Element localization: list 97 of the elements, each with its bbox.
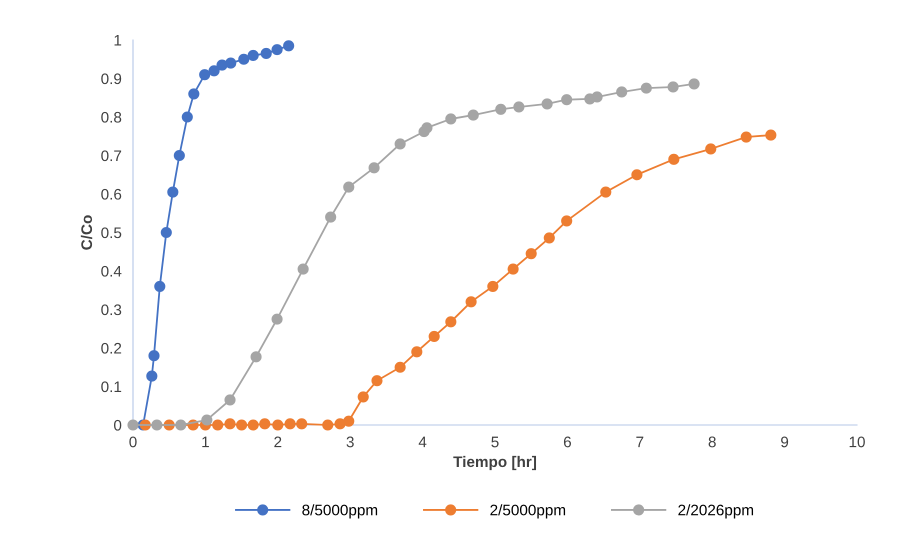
point [151, 419, 162, 431]
point [208, 65, 220, 76]
point [182, 111, 193, 123]
point [765, 130, 776, 141]
point [322, 419, 334, 431]
point [508, 264, 519, 275]
point [174, 150, 185, 162]
point [284, 418, 296, 430]
point [154, 280, 166, 292]
point [283, 40, 294, 52]
point [668, 81, 679, 93]
point [188, 88, 200, 100]
point [160, 226, 172, 238]
y-tick-label: 0.4 [101, 266, 122, 277]
point [705, 143, 716, 155]
x-tick-label: 5 [491, 436, 499, 448]
point [394, 138, 406, 150]
point [236, 419, 248, 431]
point [428, 330, 440, 342]
point [526, 248, 537, 260]
point [445, 316, 456, 328]
y-tick-label: 0 [114, 420, 122, 431]
point [358, 391, 369, 402]
point [600, 186, 612, 198]
legend-label: 2/2026ppm [678, 504, 754, 518]
y-tick-label: 0.5 [101, 227, 122, 238]
point [175, 419, 186, 431]
point [325, 212, 336, 223]
point [216, 59, 228, 71]
point [592, 91, 603, 103]
point [199, 69, 210, 80]
point [668, 154, 680, 165]
point [371, 375, 383, 386]
y-tick-label: 0.9 [101, 73, 122, 84]
point [167, 186, 178, 198]
point [343, 416, 354, 427]
point [561, 94, 572, 106]
x-tick-label: 10 [850, 436, 865, 448]
point [688, 78, 700, 90]
point [740, 131, 752, 143]
point [272, 419, 284, 431]
point [468, 110, 479, 121]
x-tick-label: 4 [418, 436, 426, 448]
point [224, 394, 236, 406]
point [212, 419, 224, 431]
point [368, 162, 380, 174]
x-tick-label: 9 [781, 436, 788, 448]
point [542, 98, 553, 110]
point [272, 314, 283, 325]
point [343, 182, 354, 193]
point [631, 169, 642, 180]
x-tick-label: 1 [202, 436, 209, 448]
point [248, 419, 259, 431]
y-tick-label: 1 [114, 35, 122, 46]
point [298, 264, 309, 275]
x-tick-label: 2 [274, 436, 282, 448]
point [513, 101, 524, 113]
point [296, 418, 308, 430]
point [225, 58, 236, 69]
point [127, 419, 139, 431]
point [561, 215, 572, 227]
point [224, 418, 236, 430]
point [201, 414, 212, 426]
x-tick-label: 8 [708, 436, 716, 448]
y-tick-label: 0.2 [101, 342, 122, 354]
x-tick-label: 6 [564, 436, 571, 448]
point [616, 86, 628, 98]
x-axis-title: Tiempo [hr] [453, 456, 536, 470]
point [466, 296, 477, 308]
point [544, 232, 555, 244]
y-tick-label: 0.1 [101, 381, 122, 392]
legend-label: 8/5000ppm [302, 504, 378, 518]
y-axis-title: C/Co [80, 215, 92, 250]
x-tick-label: 3 [346, 436, 354, 448]
point [394, 362, 406, 373]
point [238, 54, 250, 65]
x-tick-label: 7 [636, 436, 644, 448]
point [640, 82, 652, 94]
point [487, 280, 498, 292]
point [421, 122, 432, 134]
point [445, 113, 456, 124]
y-tick-label: 0.8 [101, 112, 122, 123]
y-tick-label: 0.6 [101, 188, 122, 200]
point [248, 50, 259, 61]
point [272, 44, 283, 56]
point [146, 370, 158, 382]
point [148, 350, 160, 362]
point [495, 104, 506, 115]
x-tick-label: 0 [129, 436, 137, 448]
y-tick-label: 0.3 [101, 304, 122, 316]
point [411, 346, 422, 358]
y-tick-label: 0.7 [101, 150, 122, 162]
point [260, 48, 272, 60]
point [334, 418, 346, 430]
legend-label: 2/5000ppm [490, 504, 566, 518]
point [250, 351, 262, 362]
point [259, 418, 270, 430]
